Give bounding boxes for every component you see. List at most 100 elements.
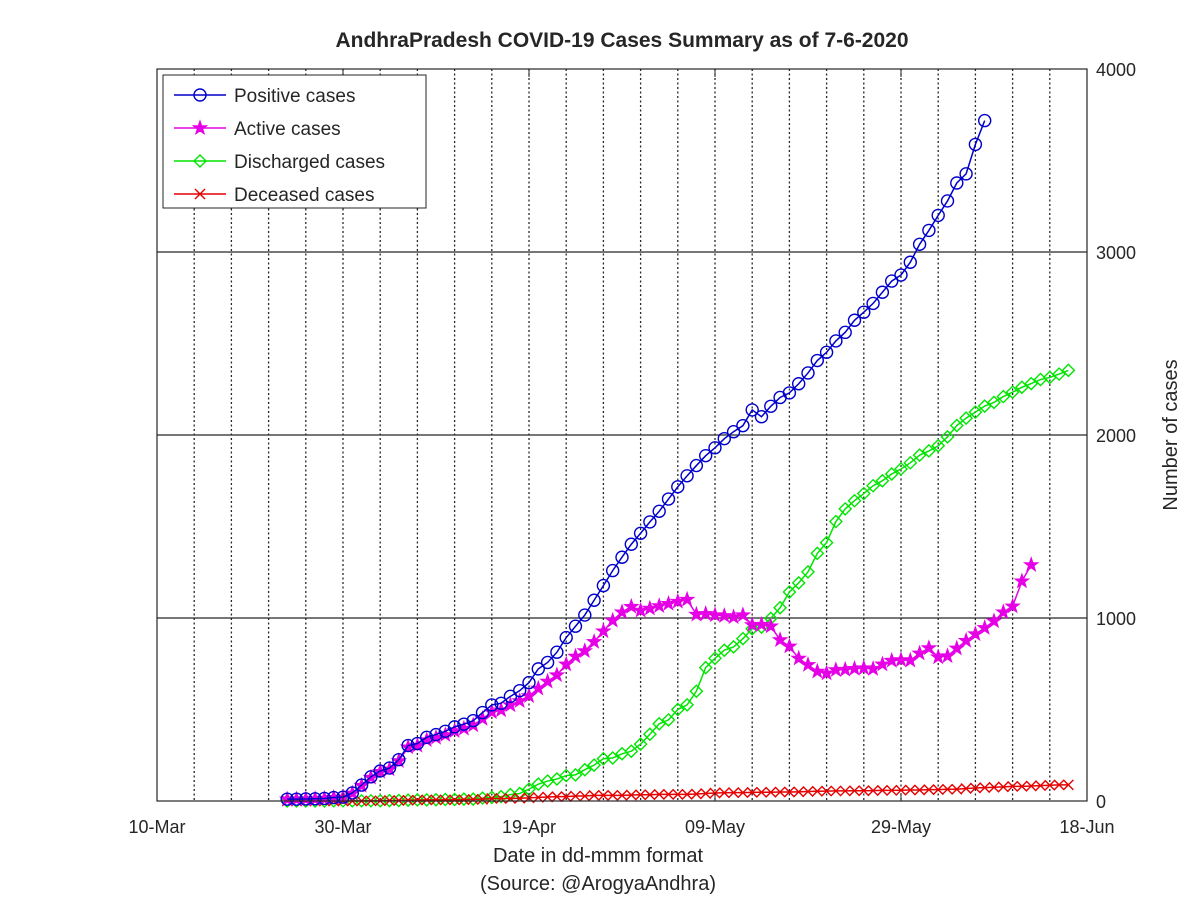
data-point xyxy=(753,615,770,632)
legend-item: Deceased cases xyxy=(174,185,374,206)
data-point xyxy=(799,656,817,672)
data-point xyxy=(782,386,797,400)
data-point xyxy=(892,651,910,667)
data-point xyxy=(932,784,944,796)
data-point xyxy=(477,793,488,805)
data-point xyxy=(1053,779,1065,791)
data-point xyxy=(587,758,602,773)
data-point xyxy=(876,784,888,796)
series-layer xyxy=(278,113,1076,808)
data-point xyxy=(680,697,695,712)
data-point xyxy=(810,353,824,368)
data-point xyxy=(997,781,1009,793)
data-point xyxy=(494,696,508,710)
data-point xyxy=(922,223,936,238)
data-point xyxy=(447,720,462,734)
data-point xyxy=(756,786,767,798)
data-point xyxy=(635,789,647,801)
data-point xyxy=(585,633,603,649)
data-point xyxy=(894,462,908,477)
data-point xyxy=(467,793,479,805)
data-point xyxy=(429,792,443,807)
data-point xyxy=(726,425,741,439)
data-point xyxy=(577,762,592,777)
data-point xyxy=(531,662,545,676)
data-point xyxy=(774,786,786,798)
data-point xyxy=(363,793,378,808)
data-point xyxy=(968,405,983,420)
data-point xyxy=(587,593,601,607)
data-point xyxy=(597,789,609,801)
data-point xyxy=(839,785,851,797)
data-point xyxy=(951,783,963,795)
data-point xyxy=(857,305,871,319)
data-point xyxy=(551,791,563,803)
x-tick-label: 19-Apr xyxy=(502,817,556,837)
data-point xyxy=(513,683,527,698)
data-point xyxy=(737,787,749,799)
data-point xyxy=(623,597,640,614)
data-point xyxy=(327,790,341,805)
data-point xyxy=(429,727,443,742)
data-point xyxy=(1013,572,1031,589)
data-point xyxy=(613,603,631,620)
y-tick-label: 0 xyxy=(1096,792,1106,812)
data-point xyxy=(912,448,927,463)
data-point xyxy=(1061,363,1076,378)
data-point xyxy=(855,659,873,676)
data-point xyxy=(280,792,294,806)
data-point xyxy=(567,647,584,664)
data-point xyxy=(502,696,519,713)
data-point xyxy=(653,788,665,800)
data-point xyxy=(773,600,788,615)
data-point xyxy=(754,410,769,424)
data-point xyxy=(624,744,639,759)
data-point xyxy=(886,784,898,796)
data-point xyxy=(791,575,806,590)
data-point xyxy=(949,418,964,433)
y-tick-label: 3000 xyxy=(1096,243,1136,263)
data-point xyxy=(643,515,657,529)
data-point xyxy=(540,655,555,670)
data-point xyxy=(931,438,946,453)
data-point xyxy=(439,794,451,806)
data-point xyxy=(884,466,899,481)
data-point xyxy=(1007,780,1019,792)
data-point xyxy=(1005,385,1020,400)
data-point xyxy=(829,334,843,348)
data-point xyxy=(771,631,789,648)
data-point xyxy=(801,564,815,579)
data-point xyxy=(681,788,693,800)
data-point xyxy=(661,712,676,727)
data-point xyxy=(345,786,359,800)
data-point xyxy=(652,716,667,731)
data-point xyxy=(1035,780,1046,792)
data-point xyxy=(987,395,1001,410)
series-positive-cases xyxy=(280,113,992,806)
data-point xyxy=(856,486,871,501)
data-point xyxy=(670,702,685,717)
series-active-cases xyxy=(278,556,1040,807)
data-point xyxy=(430,794,442,806)
data-point xyxy=(411,794,423,806)
data-point xyxy=(633,526,648,540)
data-point xyxy=(875,285,890,299)
data-point xyxy=(904,784,916,796)
data-point xyxy=(1016,780,1028,792)
x-tick-label: 29-May xyxy=(871,817,931,837)
data-point xyxy=(847,313,862,327)
data-point xyxy=(745,403,759,417)
data-point xyxy=(698,660,713,675)
data-point xyxy=(968,137,983,152)
data-point xyxy=(765,786,777,798)
data-point xyxy=(449,794,461,806)
data-point xyxy=(923,784,935,796)
data-point xyxy=(783,786,795,798)
data-point xyxy=(615,550,629,564)
data-point xyxy=(866,478,881,493)
data-point xyxy=(680,469,694,483)
data-point xyxy=(456,792,471,807)
legend-label: Deceased cases xyxy=(234,185,374,206)
data-point xyxy=(931,208,945,223)
data-point xyxy=(522,675,536,690)
